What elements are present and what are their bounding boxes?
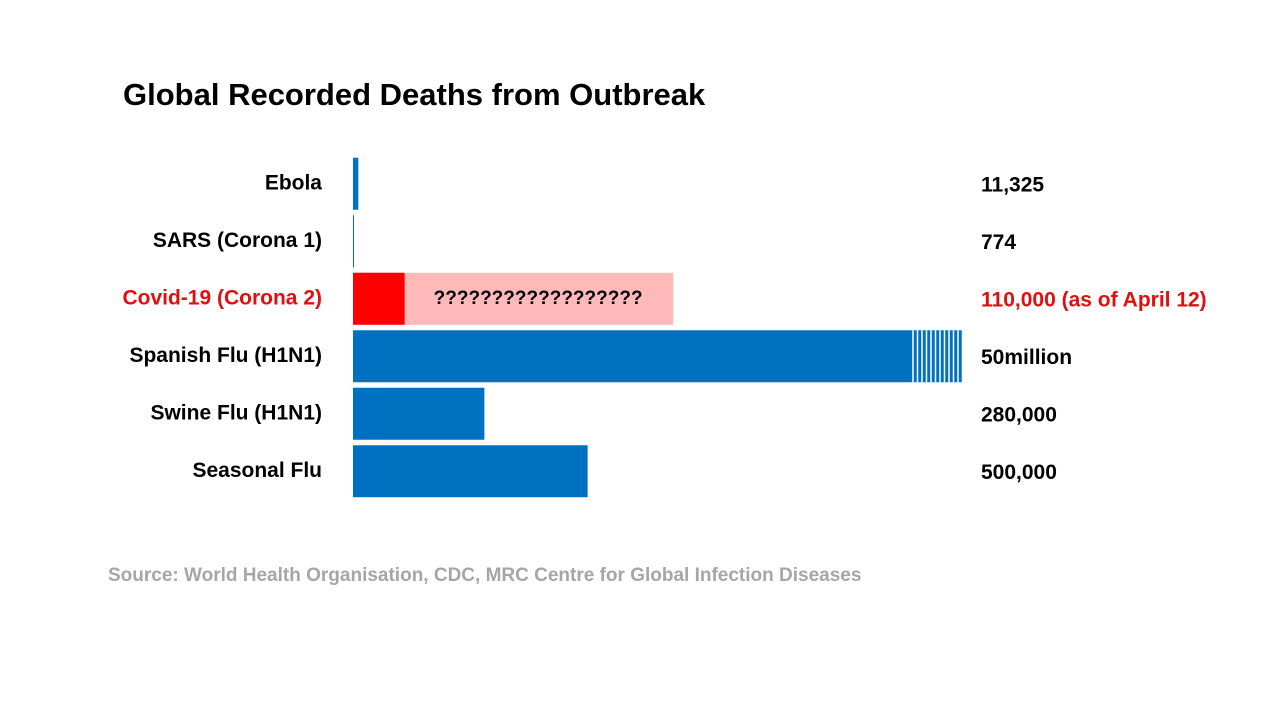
value-label: 110,000 (as of April 12) bbox=[981, 288, 1207, 311]
value-label: 774 bbox=[981, 231, 1016, 254]
value-label: 500,000 bbox=[981, 461, 1057, 484]
value-label: 280,000 bbox=[981, 403, 1057, 426]
category-label: Covid-19 (Corona 2) bbox=[122, 286, 322, 309]
projection-label: ?????????????????? bbox=[434, 288, 643, 309]
bar bbox=[353, 445, 588, 498]
value-label: 50million bbox=[981, 346, 1072, 369]
category-label: Ebola bbox=[265, 171, 322, 194]
bar bbox=[353, 215, 354, 268]
bar bbox=[353, 272, 405, 325]
value-label: 11,325 bbox=[981, 173, 1044, 196]
category-label: Spanish Flu (H1N1) bbox=[129, 344, 322, 367]
source-note: Source: World Health Organisation, CDC, … bbox=[108, 565, 861, 586]
chart-title: Global Recorded Deaths from Outbreak bbox=[123, 77, 706, 112]
bar bbox=[353, 157, 359, 210]
category-label: SARS (Corona 1) bbox=[153, 229, 322, 252]
category-label: Swine Flu (H1N1) bbox=[150, 401, 322, 424]
projection-bar bbox=[353, 272, 674, 325]
category-label: Seasonal Flu bbox=[192, 459, 322, 482]
bar bbox=[353, 387, 485, 440]
bar bbox=[353, 330, 963, 383]
